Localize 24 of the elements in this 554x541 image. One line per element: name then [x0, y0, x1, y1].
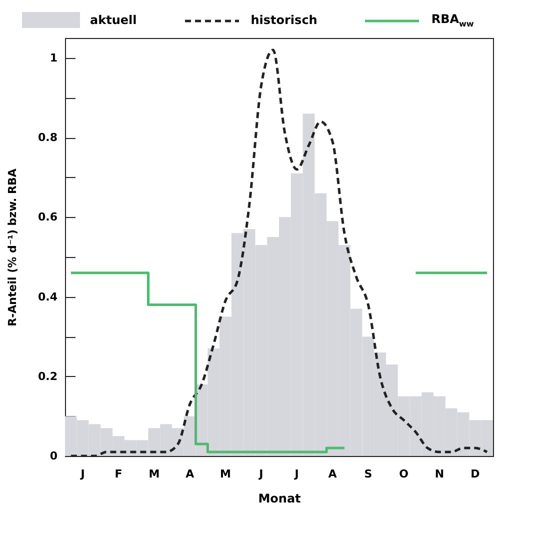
legend-label: RBA$_{ww}$: [431, 12, 474, 28]
x-tick-label: D: [470, 468, 480, 480]
x-tick-label: J: [258, 468, 264, 480]
y-tick-label: 0.8: [38, 131, 58, 144]
x-tick-label: M: [148, 468, 160, 480]
x-tick-label: O: [399, 468, 409, 480]
y-axis-title: R-Anteil (% d⁻¹) bzw. RBA: [6, 168, 20, 326]
y-tick-label: 0.2: [38, 370, 58, 383]
legend-label: aktuell: [90, 13, 137, 27]
y-tick-label: 0.4: [38, 290, 58, 304]
x-tick-label: A: [328, 468, 338, 480]
y-tick-label: 0.6: [38, 210, 58, 224]
x-tick-label: A: [186, 468, 195, 480]
x-tick-label: S: [364, 468, 372, 480]
y-tick-label: 0: [50, 450, 58, 462]
x-tick-label: J: [80, 468, 85, 480]
x-tick-label: F: [114, 468, 122, 480]
x-axis-title: Monat: [258, 492, 302, 506]
x-tick-label: J: [294, 468, 299, 480]
x-tick-label: M: [220, 468, 231, 480]
x-tick-label: N: [434, 468, 444, 480]
y-tick-label: 1: [50, 51, 58, 64]
legend-label: historisch: [250, 13, 318, 27]
line-series: [70, 48, 488, 456]
